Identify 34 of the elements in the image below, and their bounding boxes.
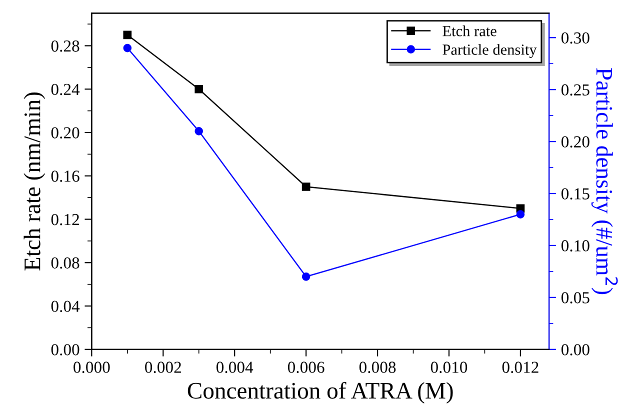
point <box>302 272 310 281</box>
y2-tick-label: 0.00 <box>561 344 590 356</box>
y-axis-title: Etch rate (nm/min) <box>24 92 46 270</box>
x-tick-label: 0.002 <box>145 362 181 374</box>
y-tick-label: 0.16 <box>51 170 80 182</box>
point <box>302 182 310 191</box>
x-tick-label: 0.012 <box>502 362 538 374</box>
y2-tick-label: 0.15 <box>561 188 590 200</box>
legend-label: Etch rate <box>442 26 496 36</box>
x-tick-label: 0.000 <box>74 362 110 374</box>
y2-tick-label: 0.20 <box>561 136 590 148</box>
y-tick-label: 0.12 <box>51 214 79 226</box>
point <box>194 127 204 136</box>
x-axis-title: Concentration of ATRA (M) <box>188 382 453 404</box>
y2-axis-title: Particle density (#/um$^{2}$) <box>591 68 618 294</box>
point <box>123 30 132 40</box>
x-tick-label: 0.004 <box>216 362 254 374</box>
legend-label: Particle density <box>442 44 537 58</box>
y-tick-label: 0.20 <box>51 127 80 139</box>
y2-tick-label: 0.30 <box>561 32 590 44</box>
point <box>123 44 132 52</box>
y2-tick-label: 0.10 <box>561 240 590 252</box>
x-tick-label: 0.010 <box>430 362 468 374</box>
x-tick-label: 0.006 <box>288 362 324 374</box>
y2-tick-label: 0.25 <box>561 84 590 96</box>
y-tick-label: 0.00 <box>51 344 80 356</box>
point <box>516 210 525 218</box>
y-tick-label: 0.08 <box>51 257 80 269</box>
y2-tick-label: 0.05 <box>561 292 590 304</box>
y-tick-label: 0.24 <box>51 84 80 96</box>
point <box>194 84 204 94</box>
y-tick-label: 0.28 <box>51 40 80 52</box>
y-tick-label: 0.04 <box>51 300 80 312</box>
x-tick-label: 0.008 <box>359 362 396 374</box>
